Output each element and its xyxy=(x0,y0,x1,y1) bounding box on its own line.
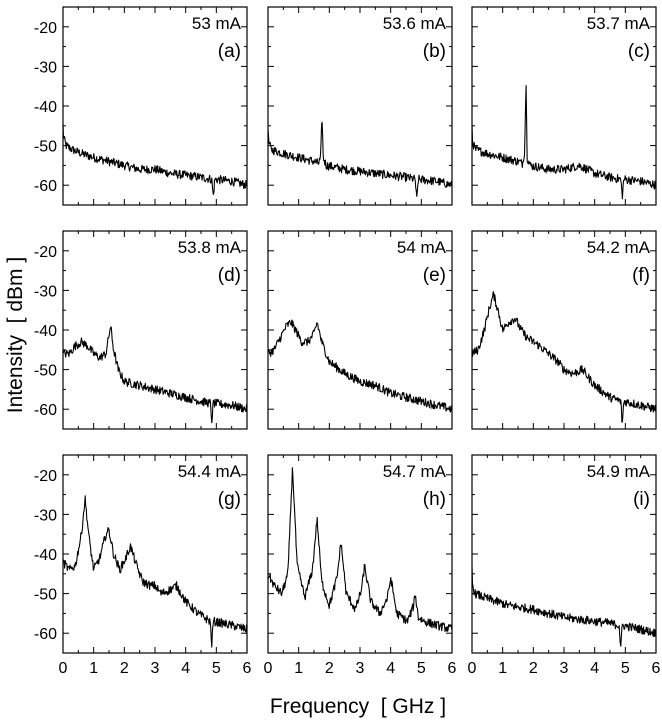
x-tick-label: 5 xyxy=(212,660,221,677)
current-label: 53.8 mA xyxy=(178,238,242,257)
panel-b: 53.6 mA (b) xyxy=(267,6,453,206)
current-label: 53.7 mA xyxy=(587,14,651,33)
x-tick-label: 2 xyxy=(529,660,538,677)
panel-letter: (b) xyxy=(423,41,446,62)
y-tick-label: -40 xyxy=(34,99,57,116)
x-tick-label: 1 xyxy=(89,660,98,677)
panel-grid: -20 -30 -40 -50 -60 53 mA (a) 53.6 mA (b) 53.7 mA… xyxy=(34,6,661,677)
panel-d: -20 -30 -40 -50 -60 53.8 mA (d) xyxy=(34,230,248,430)
plot-frame xyxy=(62,230,248,430)
panel-letter: (g) xyxy=(218,489,241,510)
x-axis-label: Frequency [ GHz ] xyxy=(270,695,446,718)
y-tick-label: -60 xyxy=(34,402,57,419)
panel-letter: (h) xyxy=(423,489,446,510)
current-label: 54.7 mA xyxy=(383,462,447,481)
panel-letter: (e) xyxy=(423,265,446,286)
x-tick-label: 0 xyxy=(264,660,273,677)
plot-frame xyxy=(471,6,657,206)
panel-letter: (f) xyxy=(632,265,650,286)
x-tick-label: 2 xyxy=(120,660,129,677)
spectrum-trace xyxy=(267,467,453,633)
x-tick-label: 0 xyxy=(59,660,68,677)
panel-a: -20 -30 -40 -50 -60 53 mA (a) xyxy=(34,6,248,206)
plot-frame xyxy=(471,454,657,654)
x-tick-label: 2 xyxy=(325,660,334,677)
x-tick-label: 6 xyxy=(652,660,661,677)
spectrum-trace xyxy=(471,291,657,423)
current-label: 54 mA xyxy=(397,238,447,257)
y-axis-label: Intensity [ dBm ] xyxy=(4,257,27,413)
panel-f: 54.2 mA (f) xyxy=(471,230,657,430)
x-tick-label: 5 xyxy=(621,660,630,677)
spectrum-trace xyxy=(267,121,453,197)
plot-frame xyxy=(471,230,657,430)
current-label: 54.2 mA xyxy=(587,238,651,257)
panel-e: 54 mA (e) xyxy=(267,230,453,430)
panel-letter: (d) xyxy=(218,265,241,286)
plot-frame xyxy=(62,6,248,206)
y-tick-label: -50 xyxy=(34,139,57,156)
y-tick-label: -60 xyxy=(34,626,57,643)
spectrum-trace xyxy=(62,495,248,648)
spectrum-trace xyxy=(471,566,657,647)
current-label: 54.9 mA xyxy=(587,462,651,481)
y-tick-label: -60 xyxy=(34,178,57,195)
x-tick-label: 3 xyxy=(560,660,569,677)
x-tick-label: 1 xyxy=(498,660,507,677)
plot-frame xyxy=(267,454,453,654)
spectrum-trace xyxy=(62,326,248,424)
y-tick-label: -40 xyxy=(34,547,57,564)
y-tick-label: -20 xyxy=(34,20,57,37)
x-tick-label: 4 xyxy=(181,660,190,677)
spectrum-trace xyxy=(267,319,453,413)
x-tick-label: 6 xyxy=(448,660,457,677)
panel-letter: (c) xyxy=(628,41,650,62)
panel-letter: (i) xyxy=(633,489,650,510)
x-tick-label: 4 xyxy=(590,660,599,677)
panel-c: 53.7 mA (c) xyxy=(471,6,657,206)
panel-letter: (a) xyxy=(218,41,241,62)
y-tick-label: -30 xyxy=(34,507,57,524)
y-tick-label: -30 xyxy=(34,59,57,76)
y-tick-label: -50 xyxy=(34,587,57,604)
y-tick-label: -30 xyxy=(34,283,57,300)
current-label: 53.6 mA xyxy=(383,14,447,33)
current-label: 54.4 mA xyxy=(178,462,242,481)
x-tick-label: 1 xyxy=(294,660,303,677)
x-tick-label: 4 xyxy=(386,660,395,677)
panel-i: 0 1 2 3 4 5 6 54.9 mA (i) xyxy=(468,454,661,677)
x-tick-label: 6 xyxy=(243,660,252,677)
panel-g: -20 -30 -40 -50 -600 1 2 3 4 5 6 54.4 mA (g) xyxy=(34,454,252,677)
panel-h: 0 1 2 3 4 5 6 54.7 mA (h) xyxy=(264,454,457,677)
x-tick-label: 0 xyxy=(468,660,477,677)
x-tick-label: 5 xyxy=(417,660,426,677)
y-tick-label: -20 xyxy=(34,468,57,485)
current-label: 53 mA xyxy=(192,14,242,33)
y-tick-label: -20 xyxy=(34,244,57,261)
y-tick-label: -50 xyxy=(34,363,57,380)
x-tick-label: 3 xyxy=(356,660,365,677)
x-tick-label: 3 xyxy=(151,660,160,677)
y-tick-label: -40 xyxy=(34,323,57,340)
spectrum-trace xyxy=(471,85,657,200)
spectrum-trace xyxy=(62,124,248,195)
